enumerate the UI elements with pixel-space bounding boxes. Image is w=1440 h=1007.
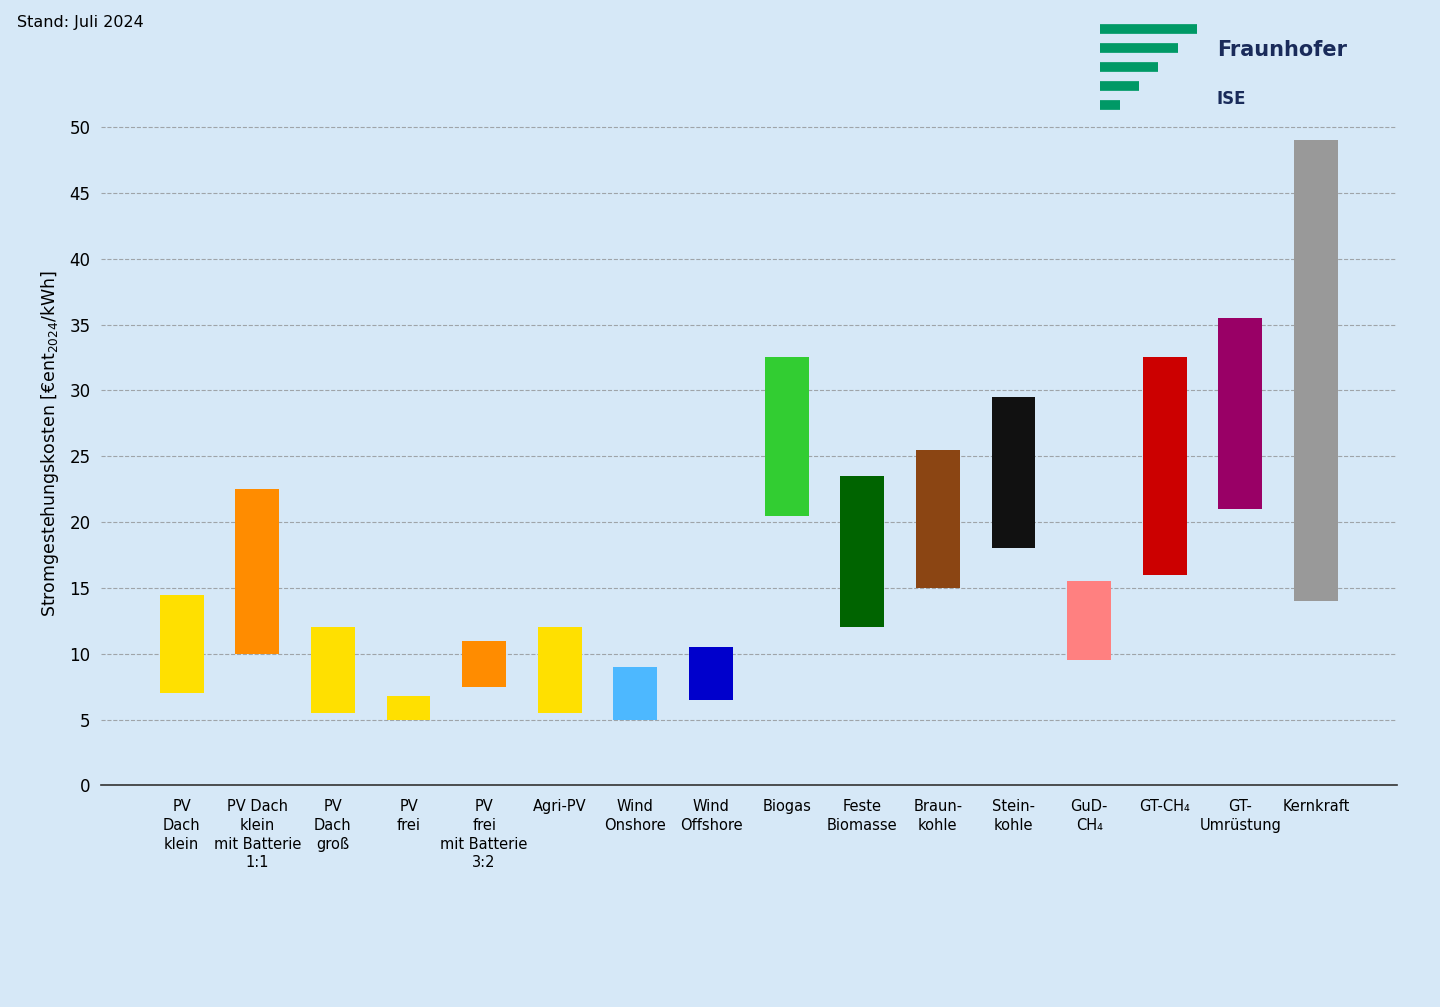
Bar [690,648,733,700]
Bar [235,489,279,654]
Bar [537,627,582,713]
Bar [386,696,431,720]
Bar [841,476,884,627]
Text: ISE: ISE [1217,91,1246,109]
Bar [1218,318,1263,509]
Bar [613,667,657,720]
Bar [160,594,203,693]
Bar [916,450,960,588]
Bar [462,640,505,687]
Bar [311,627,354,713]
Bar [1295,140,1338,601]
Y-axis label: Stromgestehungskosten [€ent$_{2024}$/kWh]: Stromgestehungskosten [€ent$_{2024}$/kWh… [39,270,60,616]
Bar [1143,357,1187,575]
Bar [765,357,808,516]
Bar [992,397,1035,549]
Text: Stand: Juli 2024: Stand: Juli 2024 [17,15,144,30]
Bar [1067,581,1112,661]
Text: Fraunhofer: Fraunhofer [1217,39,1346,59]
